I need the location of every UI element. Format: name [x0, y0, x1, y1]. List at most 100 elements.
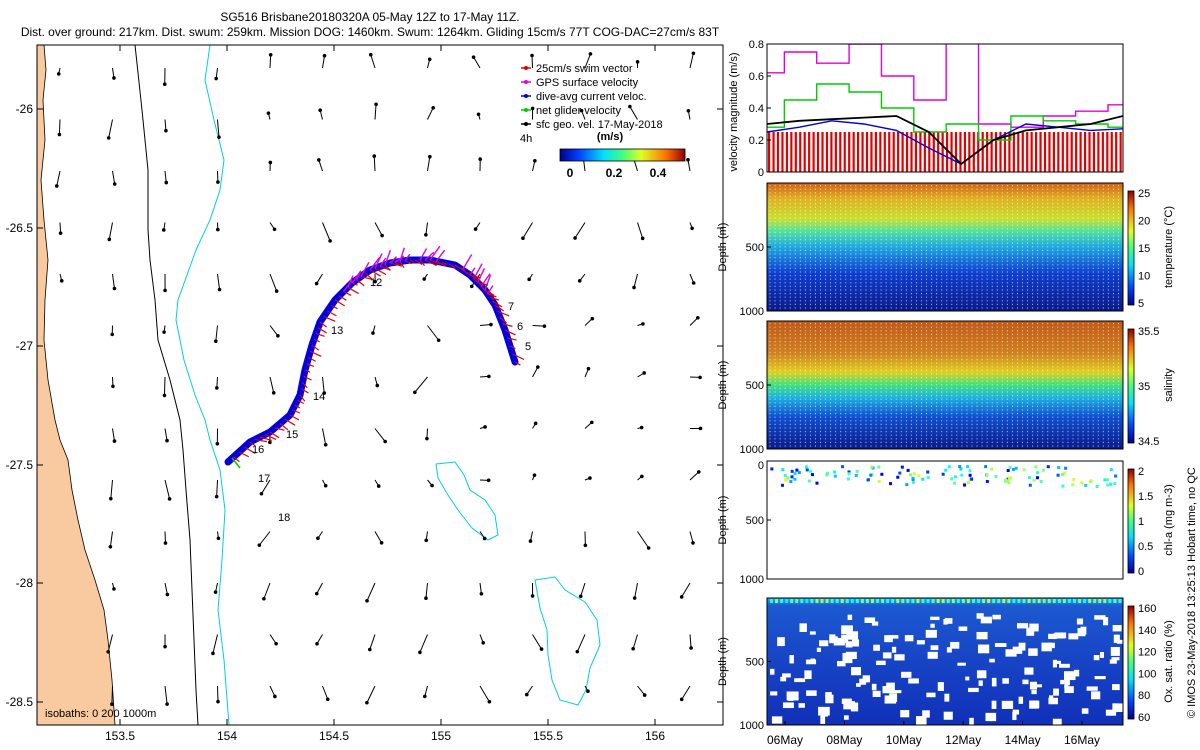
map-y-tick-label: -27.5	[6, 458, 34, 472]
current-arrow-shaft	[56, 170, 61, 187]
chla-sample	[1011, 467, 1015, 471]
chla-sample	[1006, 469, 1010, 473]
chla-sample	[815, 481, 819, 485]
current-arrow-field	[54, 51, 703, 706]
credit-text: © IMOS 23-May-2018 13:25:13 Hobart time,…	[1186, 467, 1198, 718]
chla-sample	[970, 477, 974, 481]
oxygen-gap	[926, 692, 936, 698]
current-arrow-head	[257, 543, 262, 547]
current-arrow-shaft	[111, 685, 113, 705]
map-panel: 567 12 13 14 15 16 17 18 153.5 154 154.5 155 155.5 1…	[6, 44, 724, 743]
current-arrow-shaft	[164, 170, 167, 183]
oxygen-surface-sample	[845, 599, 849, 603]
oxygen-gap	[944, 618, 953, 624]
swim-speed-bar	[1119, 132, 1122, 172]
current-arrow-shaft	[479, 582, 482, 594]
oxygen-gap	[1064, 686, 1074, 694]
oxygen-gap	[1022, 679, 1029, 685]
chla-sample	[1080, 481, 1084, 485]
chla-sample	[1027, 476, 1031, 480]
swim-speed-bar	[1097, 132, 1100, 172]
oxygen-gap	[1113, 634, 1120, 643]
oxygen-surface-sample	[775, 599, 779, 603]
land-mass	[37, 45, 116, 725]
oxygen-surface-sample	[871, 599, 874, 603]
swim-vector	[360, 275, 373, 280]
oxygen-surface-sample	[977, 599, 981, 603]
chla-sample	[793, 477, 797, 481]
map-background	[37, 45, 723, 725]
profile-panel-temperature: Depth (m) 500 1000 5 10 15 20 25 temperature (°C…	[717, 182, 1175, 318]
swim-vector	[512, 353, 525, 361]
current-arrow-head	[372, 154, 377, 158]
swim-vector	[308, 356, 316, 362]
oxygen-gap	[1012, 711, 1017, 721]
chla-sample	[944, 468, 948, 472]
oxygen-gap	[1112, 684, 1120, 691]
chla-sample	[1036, 471, 1040, 475]
current-arrow-shaft	[318, 159, 323, 172]
chla-sample	[926, 470, 930, 474]
oxygen-gap	[841, 698, 852, 705]
oxygen-gap	[894, 654, 905, 661]
chla-sample	[950, 477, 954, 481]
track-day-label: 12	[370, 277, 382, 289]
current-arrow-head	[322, 391, 327, 395]
current-arrow-shaft	[258, 531, 271, 546]
track-day-label: 7	[508, 301, 514, 313]
current-arrow-head	[216, 180, 220, 184]
chla-sample	[1071, 483, 1075, 487]
swim-speed-bar	[803, 132, 806, 172]
current-arrow-shaft	[637, 222, 644, 239]
current-arrow-shaft	[112, 428, 115, 442]
oxygen-gap	[1116, 639, 1128, 644]
current-arrow-head	[588, 476, 592, 480]
oxygen-surface-sample	[1042, 599, 1046, 603]
current-arrow-head	[216, 536, 221, 541]
oxygen-gap	[1086, 686, 1098, 691]
swim-speed-bar	[879, 132, 882, 172]
current-arrow-head	[323, 442, 328, 447]
current-arrow-head	[165, 702, 169, 706]
gps-surface-vector	[461, 254, 473, 271]
current-arrow-shaft	[689, 634, 692, 648]
oxygen-surface-sample	[916, 599, 920, 603]
swim-speed-bar	[1066, 132, 1069, 172]
swim-speed-bar	[825, 132, 829, 172]
chla-sample	[1007, 476, 1011, 480]
chla-sample	[911, 476, 915, 480]
title-line-2: Dist. over ground: 217km. Dist. swum: 25…	[20, 25, 720, 39]
current-arrow-head	[266, 111, 271, 115]
chla-sample	[825, 473, 829, 477]
oxygen-surface-sample	[987, 599, 991, 603]
oxygen-gap	[1002, 678, 1009, 684]
track-day-label: 15	[286, 429, 298, 441]
oxygen-gap	[1018, 696, 1024, 704]
chla-sample	[908, 473, 912, 477]
oxygen-gap	[1076, 618, 1084, 625]
oxygen-surface-sample	[951, 599, 955, 603]
gps-surface-vector	[424, 251, 435, 261]
swim-vector	[309, 350, 322, 358]
chla-sample	[1008, 465, 1012, 469]
oxygen-surface-sample	[906, 599, 910, 603]
oxygen-gap	[1073, 669, 1080, 677]
current-arrow-head	[413, 390, 417, 395]
swim-vector	[294, 404, 301, 409]
oxygen-surface-sample	[815, 599, 819, 603]
swim-speed-bar	[928, 132, 931, 172]
current-arrow-head	[575, 649, 580, 654]
oxygen-gap	[1001, 700, 1014, 709]
swim-speed-bar	[905, 132, 909, 172]
chla-sample	[793, 472, 797, 476]
chla-sample	[1109, 482, 1113, 486]
velocity-tick-label: 0.2	[749, 135, 764, 147]
chla-sample	[1106, 478, 1110, 482]
current-arrow-head	[436, 338, 441, 343]
track-day-label: 17	[258, 473, 270, 485]
current-arrow-head	[428, 154, 432, 159]
oxygen-gap	[842, 656, 853, 664]
oxygen-gap	[862, 675, 871, 683]
current-arrow-head	[272, 227, 277, 232]
oxygen-surface-sample	[1088, 599, 1092, 603]
